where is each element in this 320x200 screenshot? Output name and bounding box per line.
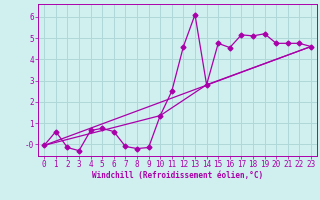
X-axis label: Windchill (Refroidissement éolien,°C): Windchill (Refroidissement éolien,°C) xyxy=(92,171,263,180)
